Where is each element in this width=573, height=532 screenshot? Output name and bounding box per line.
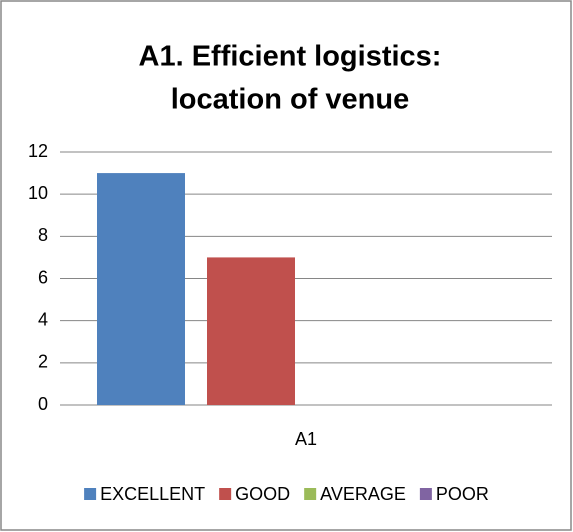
y-tick-label: 6 (38, 267, 48, 287)
legend-swatch (304, 488, 317, 500)
y-tick-label: 8 (38, 225, 48, 245)
y-tick-label: 0 (38, 394, 48, 414)
legend-swatch (219, 488, 232, 500)
legend-label: EXCELLENT (100, 484, 205, 504)
legend-swatch (84, 488, 97, 500)
bar (97, 173, 185, 405)
legend-swatch (419, 488, 432, 500)
bar (207, 257, 295, 405)
chart-title: A1. Efficient logistics: (139, 41, 442, 73)
legend-label: GOOD (235, 484, 290, 504)
y-tick-label: 10 (28, 183, 48, 203)
x-tick-label: A1 (295, 429, 317, 449)
y-tick-label: 12 (28, 141, 48, 161)
legend-label: AVERAGE (320, 484, 406, 504)
y-tick-label: 4 (38, 309, 48, 329)
legend-label: POOR (436, 484, 489, 504)
chart-title: location of venue (171, 84, 409, 116)
y-tick-label: 2 (38, 352, 48, 372)
